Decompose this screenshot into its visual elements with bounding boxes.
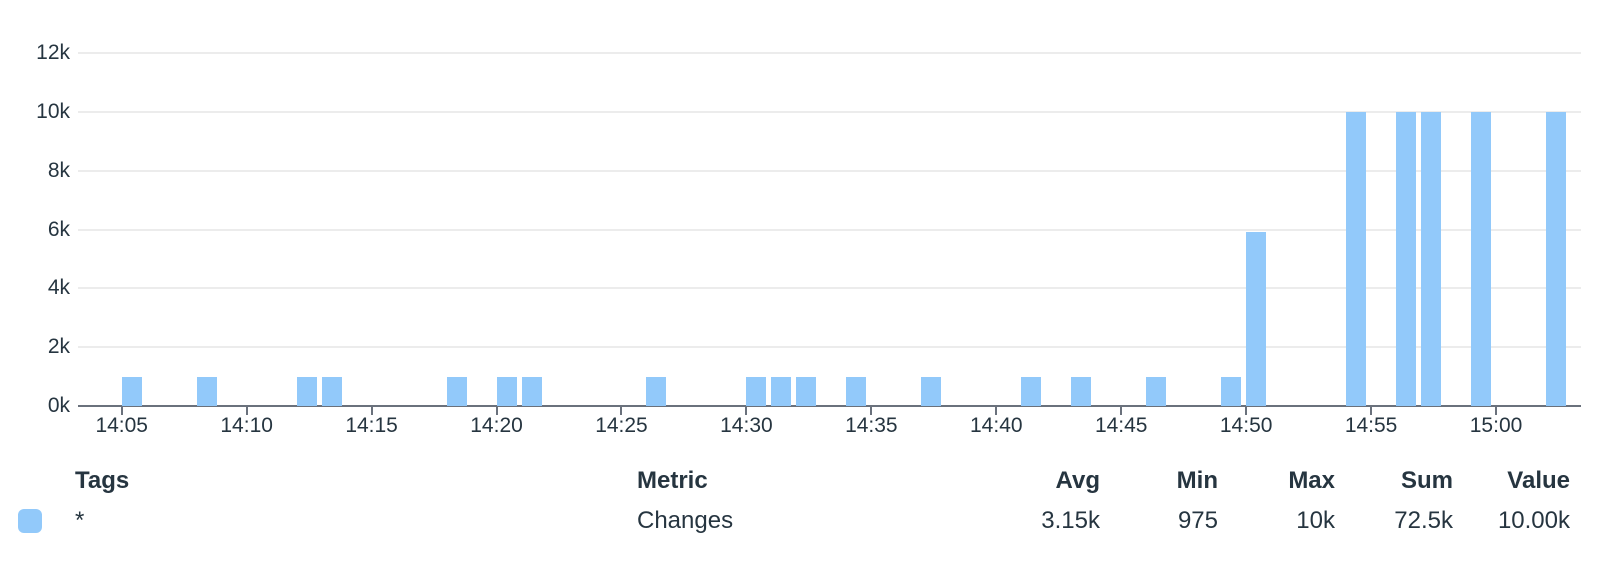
y-gridline xyxy=(78,110,1581,113)
y-axis-tick-label: 4k xyxy=(47,276,70,300)
series-value: 10.00k xyxy=(1497,507,1570,534)
x-axis-tick-label: 14:25 xyxy=(595,414,648,437)
bar[interactable] xyxy=(1221,377,1241,406)
legend-header-tags: Tags xyxy=(75,467,130,494)
bar[interactable] xyxy=(1146,377,1166,406)
bar[interactable] xyxy=(646,377,666,406)
bar[interactable] xyxy=(522,377,542,406)
x-axis-tick xyxy=(745,406,748,415)
bar[interactable] xyxy=(1546,111,1566,406)
bar[interactable] xyxy=(447,377,467,406)
bar[interactable] xyxy=(1246,232,1266,406)
x-axis-tick xyxy=(495,406,498,415)
x-axis-tick-label: 14:20 xyxy=(470,414,523,437)
legend-header-avg: Avg xyxy=(1055,467,1100,494)
x-axis-tick xyxy=(370,406,373,415)
x-axis-tick-label: 14:45 xyxy=(1094,414,1148,437)
x-axis-tick xyxy=(245,406,248,415)
x-axis-tick-label: 15:00 xyxy=(1469,414,1523,437)
bar[interactable] xyxy=(322,377,342,406)
legend-header-row: Tags Metric Avg Min Max Sum Value xyxy=(0,461,1570,501)
x-axis-tick-label: 14:55 xyxy=(1344,414,1398,437)
bar[interactable] xyxy=(122,377,142,406)
series-metric: Changes xyxy=(637,507,734,534)
bar[interactable] xyxy=(771,377,791,406)
legend-series-row[interactable]: * Changes 3.15k 975 10k 72.5k 10.00k xyxy=(0,501,1570,541)
x-axis-tick xyxy=(120,406,123,415)
x-axis-tick-label: 14:40 xyxy=(970,414,1023,437)
series-avg: 3.15k xyxy=(1041,507,1100,534)
bar[interactable] xyxy=(197,377,217,406)
bar[interactable] xyxy=(1021,377,1041,406)
series-min: 975 xyxy=(1177,507,1218,534)
x-axis-tick-label: 14:10 xyxy=(220,414,273,437)
bar[interactable] xyxy=(1471,111,1491,406)
legend-header-min: Min xyxy=(1176,467,1218,494)
x-axis-tick-label: 14:30 xyxy=(720,414,773,437)
y-axis-tick-label: 6k xyxy=(47,217,70,241)
y-axis-tick-label: 12k xyxy=(36,41,70,64)
bar[interactable] xyxy=(1421,111,1441,406)
bar[interactable] xyxy=(846,377,866,406)
x-axis-tick-label: 14:50 xyxy=(1219,414,1273,437)
y-axis-tick-label: 10k xyxy=(36,99,70,123)
x-axis-tick-label: 14:35 xyxy=(845,414,898,437)
series-color-swatch[interactable] xyxy=(18,509,42,533)
legend-table: Tags Metric Avg Min Max Sum Value * Chan… xyxy=(0,461,1570,541)
legend-header-max: Max xyxy=(1288,467,1335,494)
series-tags: * xyxy=(75,507,85,534)
legend-header-value: Value xyxy=(1507,467,1570,494)
x-axis-tick xyxy=(1495,406,1498,415)
bar[interactable] xyxy=(1346,111,1366,406)
bar[interactable] xyxy=(796,377,816,406)
x-axis-tick xyxy=(620,406,623,415)
series-max: 10k xyxy=(1296,507,1335,534)
x-axis-tick-label: 14:15 xyxy=(345,414,398,437)
y-gridline xyxy=(78,346,1581,349)
bar[interactable] xyxy=(1071,377,1091,406)
y-gridline xyxy=(78,287,1581,290)
y-gridline xyxy=(78,228,1581,231)
y-axis-tick-label: 0k xyxy=(47,394,70,417)
x-axis-tick xyxy=(1370,406,1373,415)
x-axis-tick xyxy=(870,406,873,415)
y-gridline xyxy=(78,52,1581,54)
bar[interactable] xyxy=(746,377,766,406)
bar[interactable] xyxy=(921,377,941,406)
bar[interactable] xyxy=(297,377,317,406)
x-axis-tick xyxy=(1120,406,1123,415)
y-axis-tick-label: 2k xyxy=(47,335,70,359)
x-axis-tick xyxy=(1245,406,1248,415)
x-axis-tick-label: 14:05 xyxy=(95,414,148,437)
x-axis-line xyxy=(78,405,1581,407)
legend-swatch-cell xyxy=(0,509,57,533)
series-sum: 72.5k xyxy=(1394,507,1453,534)
bar-chart-plot-area[interactable]: 0k 2k 4k 6k 8k 10k 12k 14:05 14:10 14:15 14:20 14:2… xyxy=(0,0,1600,440)
y-gridline xyxy=(78,169,1581,172)
x-axis-tick xyxy=(995,406,998,415)
legend-header-metric: Metric xyxy=(637,467,708,494)
bar[interactable] xyxy=(1396,111,1416,406)
y-axis-tick-label: 8k xyxy=(47,158,70,182)
bar[interactable] xyxy=(497,377,517,406)
legend-header-sum: Sum xyxy=(1400,467,1453,494)
